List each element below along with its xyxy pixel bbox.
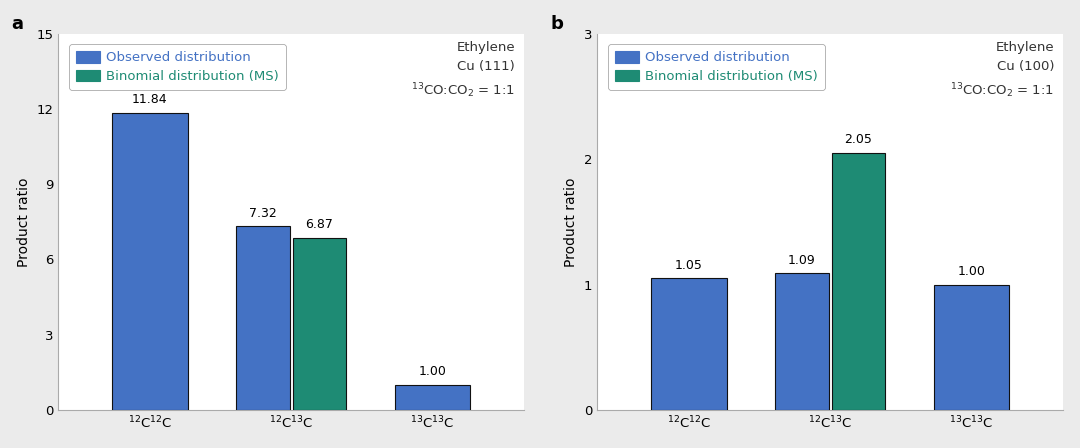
Bar xyxy=(293,238,347,410)
Text: a: a xyxy=(12,15,24,33)
Bar xyxy=(395,385,470,410)
Bar xyxy=(934,284,1009,410)
Text: 1.05: 1.05 xyxy=(675,258,703,271)
Legend: Observed distribution, Binomial distribution (MS): Observed distribution, Binomial distribu… xyxy=(69,44,285,90)
Text: 7.32: 7.32 xyxy=(249,207,276,220)
Bar xyxy=(112,113,188,410)
Text: Ethylene
Cu (100)
$^{13}$CO:CO$_2$ = 1:1: Ethylene Cu (100) $^{13}$CO:CO$_2$ = 1:1 xyxy=(950,41,1054,100)
Bar xyxy=(651,278,727,410)
Text: Ethylene
Cu (111)
$^{13}$CO:CO$_2$ = 1:1: Ethylene Cu (111) $^{13}$CO:CO$_2$ = 1:1 xyxy=(410,41,515,100)
Y-axis label: Product ratio: Product ratio xyxy=(16,177,30,267)
Y-axis label: Product ratio: Product ratio xyxy=(564,177,578,267)
Bar xyxy=(832,153,886,410)
Text: 11.84: 11.84 xyxy=(132,93,167,106)
Legend: Observed distribution, Binomial distribution (MS): Observed distribution, Binomial distribu… xyxy=(608,44,825,90)
Text: 6.87: 6.87 xyxy=(306,218,334,231)
Text: 2.05: 2.05 xyxy=(845,133,873,146)
Text: 1.00: 1.00 xyxy=(958,265,985,278)
Bar xyxy=(237,226,289,410)
Text: 1.09: 1.09 xyxy=(788,254,815,267)
Text: b: b xyxy=(551,15,564,33)
Bar xyxy=(775,273,828,410)
Text: 1.00: 1.00 xyxy=(419,365,446,378)
